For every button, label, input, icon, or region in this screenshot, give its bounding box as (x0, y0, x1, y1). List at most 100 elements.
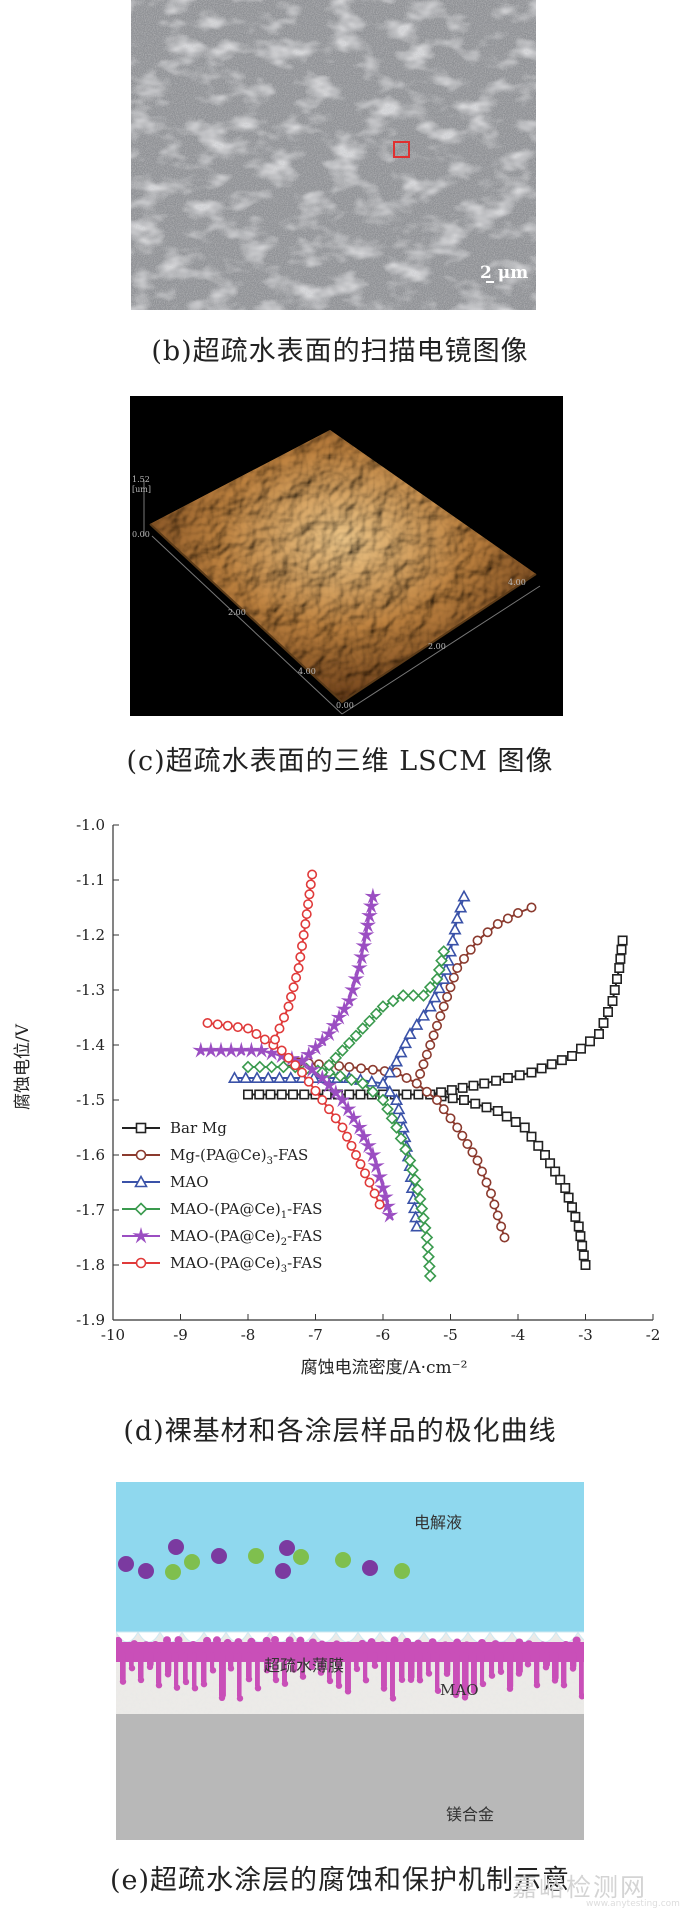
data-point (403, 1027, 417, 1039)
data-point (390, 1121, 403, 1134)
data-point (253, 1060, 267, 1074)
film-strand-tip (398, 1676, 406, 1683)
film-strand (210, 1652, 215, 1671)
data-point (578, 1250, 589, 1261)
data-point (611, 974, 622, 985)
data-point (276, 1089, 287, 1100)
film-strand-tip (335, 1682, 343, 1689)
x-tick-label: -5 (443, 1326, 458, 1344)
film-strand (435, 1652, 440, 1691)
data-point (417, 989, 430, 1002)
data-point (481, 1102, 492, 1113)
film-strand-tip (128, 1664, 136, 1672)
data-point (212, 1041, 230, 1058)
data-point (371, 1168, 388, 1185)
data-point (347, 970, 365, 987)
data-point (259, 1034, 270, 1045)
legend-label: MAO-(PA@Ce)1-FAS (170, 1200, 322, 1221)
data-point (385, 1112, 399, 1125)
data-point (263, 1044, 280, 1061)
data-point (476, 1166, 487, 1177)
data-point (330, 1113, 341, 1124)
data-point (303, 899, 314, 910)
film-strand-tip (551, 1677, 559, 1684)
film-strand (174, 1652, 179, 1688)
surface-mesh (149, 430, 537, 704)
ion-green (165, 1564, 181, 1580)
data-point (526, 1067, 537, 1078)
data-point (376, 1076, 390, 1089)
data-point (555, 1174, 566, 1185)
film-strand-tip (344, 1688, 352, 1695)
data-point (350, 1149, 361, 1160)
data-point (472, 935, 483, 946)
data-point (243, 1089, 254, 1100)
data-point (283, 1052, 294, 1063)
film-strand-tip (317, 1669, 325, 1676)
legend-label: Mg-(PA@Ce)3-FAS (170, 1146, 308, 1167)
series-line (301, 896, 374, 1063)
data-point (445, 1113, 456, 1124)
film-strand-tip (191, 1684, 199, 1692)
data-point (575, 1231, 586, 1242)
film-strand (579, 1652, 584, 1697)
data-point (293, 963, 304, 974)
data-point (389, 1054, 404, 1067)
x-tick-label: -3 (578, 1326, 593, 1344)
data-point (614, 963, 625, 974)
data-point (396, 989, 410, 1002)
data-point (135, 1149, 147, 1161)
data-point (428, 1030, 439, 1041)
film-strand (138, 1652, 144, 1680)
data-point (452, 963, 463, 974)
film-strand (192, 1652, 197, 1689)
data-point (303, 1061, 321, 1077)
film-bead (524, 1640, 533, 1649)
y-tick-label: -1.8 (76, 1256, 105, 1274)
data-point (492, 1105, 503, 1116)
data-point (598, 1018, 609, 1029)
data-point (492, 1210, 503, 1221)
data-point (327, 1084, 345, 1100)
y-tick-label: -1.9 (76, 1311, 105, 1329)
film-strand-tip (407, 1676, 415, 1683)
data-point (457, 889, 471, 902)
chart-legend: Bar Mg Mg-(PA@Ce)3-FAS MAO MAO-(PA@Ce)1-FAS… (122, 1119, 322, 1275)
film-bead (428, 1638, 437, 1647)
watermark: 嘉峪检测网 (512, 1873, 648, 1902)
film-bead (151, 1640, 160, 1649)
data-point (467, 1147, 478, 1158)
data-point (202, 1041, 220, 1058)
film-strand (426, 1652, 431, 1674)
film-strand (372, 1652, 378, 1666)
film-bead (212, 1636, 221, 1645)
data-point (448, 972, 459, 983)
front-tick-2: 2.00 (228, 608, 246, 617)
data-point (533, 1140, 544, 1151)
data-point (374, 1199, 385, 1210)
data-point (457, 1082, 468, 1093)
film-strand-tip (173, 1684, 181, 1691)
film-strand-tip (263, 1666, 271, 1674)
series-2 (227, 889, 471, 1232)
x-tick-label: -4 (511, 1326, 526, 1344)
data-point (411, 1078, 422, 1089)
data-point (602, 1007, 613, 1018)
ion-purple (168, 1539, 184, 1555)
right-tick-2: 2.00 (428, 642, 446, 651)
data-point (293, 1052, 311, 1069)
film-bead (308, 1638, 317, 1647)
film-strand (444, 1652, 451, 1674)
data-point (288, 982, 299, 993)
film-bead (223, 1638, 232, 1647)
data-point (418, 1059, 429, 1070)
data-point (481, 1177, 492, 1188)
data-point (401, 1072, 412, 1083)
data-point (222, 1020, 233, 1031)
data-point (272, 1071, 287, 1084)
data-point (333, 1069, 347, 1083)
data-point (501, 1111, 512, 1122)
data-point (317, 1094, 328, 1105)
film-strand-tip (533, 1681, 541, 1689)
ion-purple (118, 1556, 134, 1572)
